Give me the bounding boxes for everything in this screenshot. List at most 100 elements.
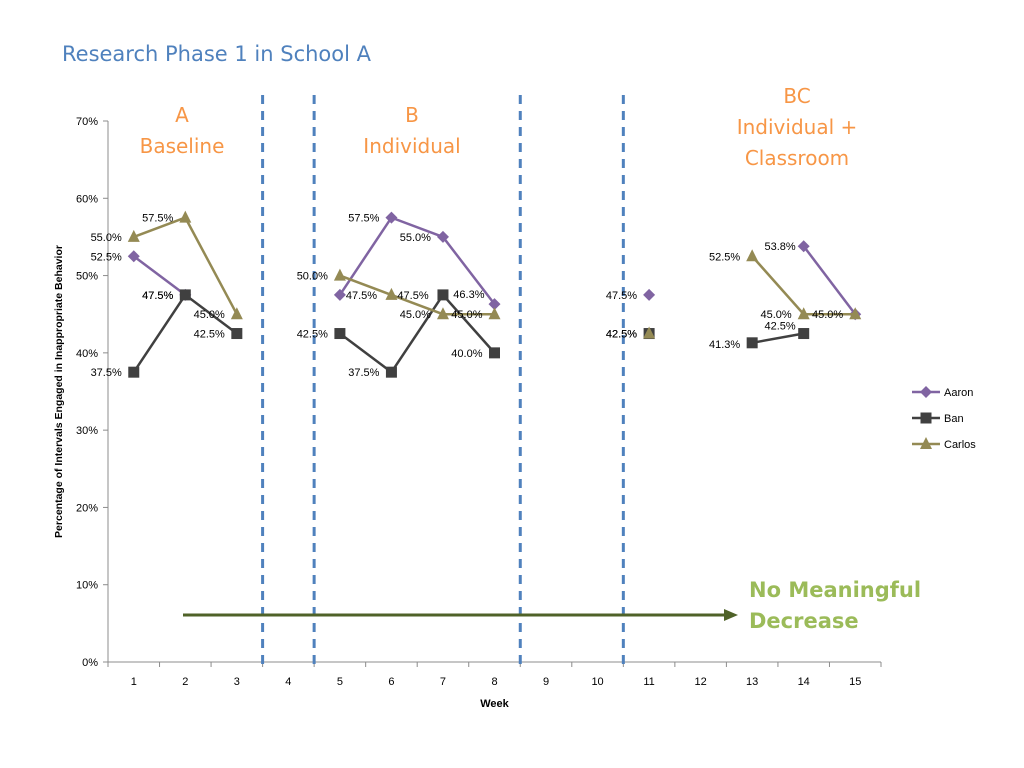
- data-label: 37.5%: [348, 367, 379, 379]
- data-label: 45.0%: [812, 309, 843, 321]
- legend-marker-ban: [920, 412, 932, 424]
- x-tick-label: 15: [849, 676, 861, 688]
- data-point-ban: [437, 289, 449, 301]
- series-line-aaron: [338, 216, 496, 305]
- y-tick-label: 40%: [76, 348, 98, 360]
- data-label: 46.3%: [453, 289, 484, 301]
- y-tick-label: 20%: [76, 502, 98, 514]
- data-label: 52.5%: [709, 251, 740, 263]
- data-point-ban: [179, 289, 191, 301]
- phase-bc-line-3: Classroom: [744, 146, 850, 170]
- data-point-aaron: [385, 211, 398, 224]
- annotation-line-1: No Meaningful: [749, 578, 922, 602]
- x-axis-title: Week: [480, 698, 509, 710]
- x-tick-label: 7: [440, 676, 446, 688]
- y-tick-label: 30%: [76, 425, 98, 437]
- annotation-line-2: Decrease: [749, 609, 859, 633]
- data-point-aaron: [797, 240, 810, 253]
- data-point-ban: [231, 328, 243, 340]
- data-point-aaron: [127, 250, 140, 263]
- data-label: 45.0%: [760, 309, 791, 321]
- data-point-carlos: [179, 210, 192, 223]
- data-label: 53.8%: [764, 241, 795, 253]
- data-label: 40.0%: [451, 348, 482, 360]
- data-point-carlos: [849, 307, 862, 320]
- x-tick-label: 8: [491, 676, 497, 688]
- data-point-ban: [385, 366, 397, 378]
- data-label: 50.0%: [297, 271, 328, 283]
- phase-bc-line-1: BC: [783, 84, 811, 108]
- data-label: 57.5%: [348, 213, 379, 225]
- data-label: 47.5%: [606, 290, 637, 302]
- data-label: 45.0%: [194, 309, 225, 321]
- data-label: 47.5%: [397, 290, 428, 302]
- x-tick-label: 3: [234, 676, 240, 688]
- data-point-carlos: [643, 326, 656, 339]
- phase-a-line-1: A: [175, 103, 189, 127]
- series-line-ban: [339, 292, 496, 374]
- y-tick-label: 70%: [76, 116, 98, 128]
- data-label: 42.5%: [297, 329, 328, 341]
- phase-label-a: A Baseline: [132, 100, 232, 162]
- data-label: 52.5%: [91, 251, 122, 263]
- y-axis-title: Percentage of Intervals Engaged in Inapp…: [53, 245, 65, 538]
- data-point-carlos: [436, 307, 449, 320]
- data-label: 57.5%: [142, 213, 173, 225]
- x-tick-label: 4: [285, 676, 291, 688]
- data-label: 42.5%: [194, 329, 225, 341]
- x-tick-label: 13: [746, 676, 758, 688]
- data-label: 41.3%: [709, 339, 740, 351]
- y-tick-label: 0%: [82, 657, 98, 669]
- phase-bc-line-2: Individual +: [736, 115, 858, 139]
- data-point-ban: [128, 366, 140, 378]
- series-line-aaron: [802, 245, 857, 315]
- x-tick-label: 5: [337, 676, 343, 688]
- x-tick-label: 14: [798, 676, 810, 688]
- data-point-carlos: [797, 307, 810, 320]
- data-point-carlos: [746, 249, 759, 262]
- data-label: 42.5%: [764, 321, 795, 333]
- data-label: 47.5%: [142, 290, 173, 302]
- x-tick-label: 10: [591, 676, 603, 688]
- data-point-carlos: [230, 307, 243, 320]
- data-point-aaron: [436, 230, 449, 243]
- legend-label-aaron: Aaron: [944, 387, 973, 399]
- data-label: 55.0%: [400, 232, 431, 244]
- legend-label-ban: Ban: [944, 413, 964, 425]
- y-tick-label: 50%: [76, 271, 98, 283]
- data-label: 47.5%: [142, 290, 173, 302]
- data-label: 37.5%: [91, 367, 122, 379]
- series-line-ban: [751, 332, 804, 345]
- data-label: 55.0%: [91, 232, 122, 244]
- data-point-ban: [489, 347, 500, 359]
- data-label: 42.5%: [606, 329, 637, 341]
- data-point-aaron: [643, 288, 656, 301]
- series-line-aaron: [133, 255, 187, 296]
- data-label: 45.0%: [451, 309, 482, 321]
- x-tick-label: 11: [643, 676, 654, 688]
- data-point-aaron: [488, 298, 501, 311]
- phase-label-bc: BC Individual + Classroom: [727, 81, 867, 174]
- no-meaningful-decrease-annotation: No Meaningful Decrease: [749, 575, 921, 637]
- data-label: 47.5%: [346, 290, 377, 302]
- y-tick-label: 60%: [76, 193, 98, 205]
- x-tick-label: 12: [695, 676, 707, 688]
- legend-marker-carlos: [920, 437, 932, 449]
- legend-marker-aaron: [920, 386, 932, 398]
- series-line-carlos: [751, 255, 856, 316]
- y-tick-label: 10%: [76, 580, 98, 592]
- x-tick-label: 1: [131, 676, 137, 688]
- data-point-carlos: [127, 229, 140, 242]
- data-label: 45.0%: [400, 309, 431, 321]
- x-tick-label: 6: [388, 676, 394, 688]
- phase-label-b: B Individual: [352, 100, 472, 162]
- data-point-ban: [746, 337, 758, 349]
- phase-a-line-2: Baseline: [139, 134, 225, 158]
- data-point-ban: [798, 328, 810, 340]
- x-tick-label: 9: [543, 676, 549, 688]
- x-tick-label: 2: [182, 676, 188, 688]
- data-label: 42.5%: [606, 329, 637, 341]
- phase-b-line-2: Individual: [363, 134, 461, 158]
- slide-title: Research Phase 1 in School A: [62, 42, 371, 66]
